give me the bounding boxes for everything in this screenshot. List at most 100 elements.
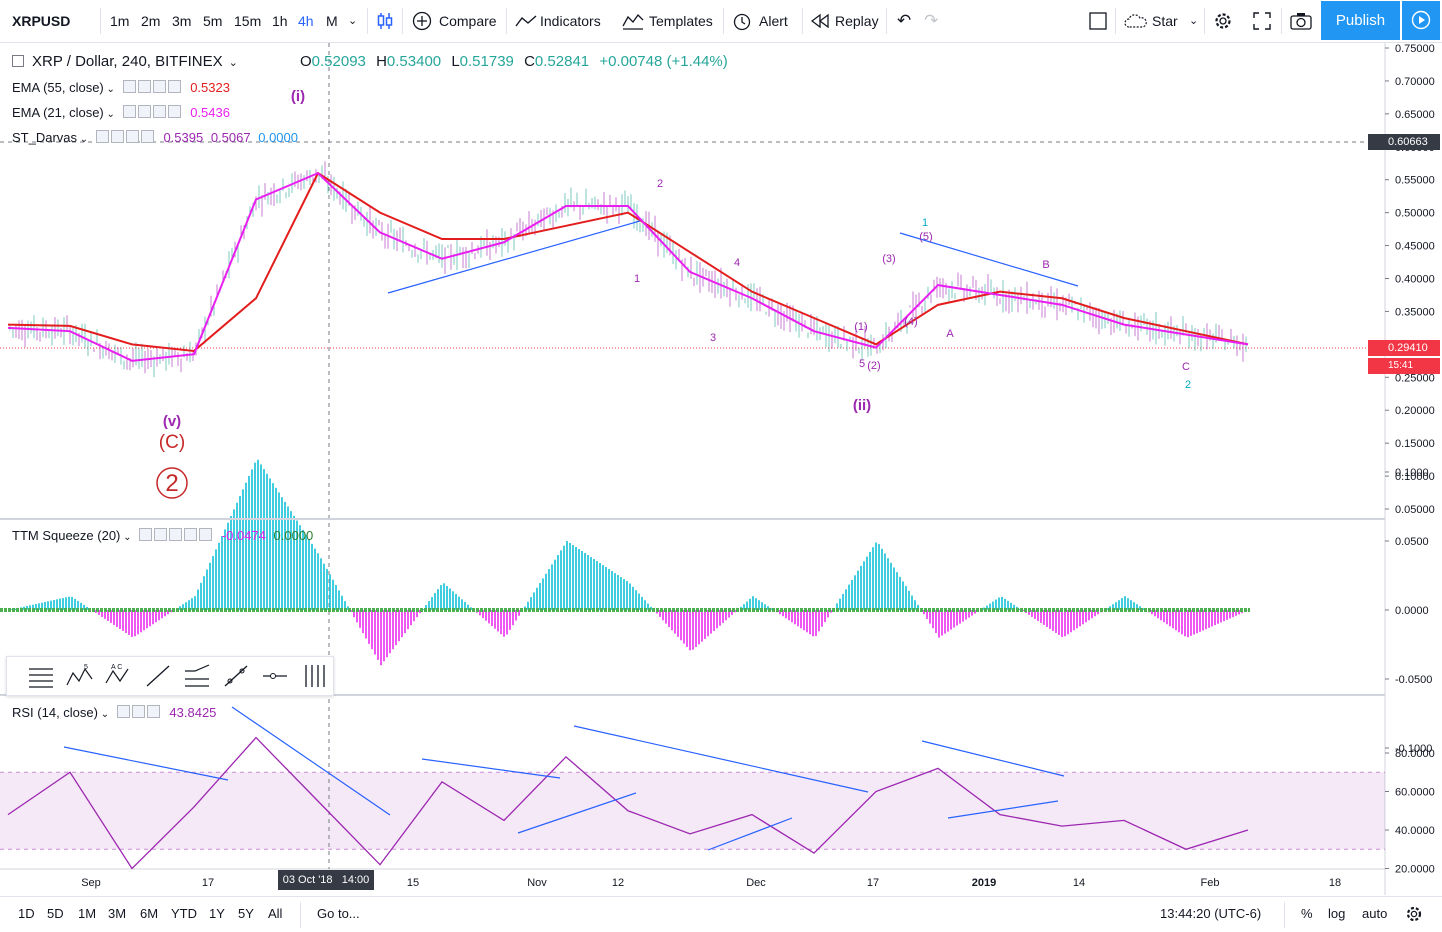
range-ytd[interactable]: YTD: [171, 897, 197, 931]
elliott-correction-icon[interactable]: A C: [103, 661, 135, 691]
study-buttons[interactable]: [123, 105, 183, 120]
interval-1h[interactable]: 1h: [272, 0, 288, 42]
symbol-search[interactable]: XRPUSD: [12, 0, 70, 42]
replay-icon[interactable]: [811, 14, 829, 28]
ttm-bar: [203, 576, 205, 610]
pane-separator[interactable]: [0, 518, 1385, 520]
candles-icon[interactable]: [376, 11, 394, 31]
replay-button[interactable]: Replay: [835, 0, 879, 42]
ttm-bar: [134, 610, 136, 636]
ttm-bar: [128, 610, 130, 635]
alert-button[interactable]: Alert: [759, 0, 788, 42]
study-legend-darvas[interactable]: ST_Darvas ⌄ 0.5395 0.5067 0.0000: [12, 130, 298, 145]
ttm-bar: [308, 539, 310, 610]
more-tools-icon[interactable]: [298, 661, 330, 691]
range-all[interactable]: All: [268, 897, 282, 931]
log-scale-toggle[interactable]: log: [1328, 897, 1345, 931]
percent-scale-toggle[interactable]: %: [1301, 897, 1313, 931]
redo-icon[interactable]: ↷: [924, 0, 938, 42]
ttm-bar: [578, 549, 580, 610]
indicators-icon[interactable]: [515, 14, 537, 28]
study-buttons[interactable]: [139, 528, 214, 543]
study-legend-ttm[interactable]: TTM Squeeze (20) ⌄ -0.0474 0.0000: [12, 528, 313, 543]
price-tick-label: 0.45000: [1395, 241, 1435, 253]
ttm-bar: [512, 610, 514, 625]
wave-label: (v): [163, 413, 181, 430]
ttm-bar: [620, 577, 622, 610]
chart-canvas[interactable]: 0.750000.700000.650000.600000.550000.500…: [0, 43, 1442, 895]
drawing-toolbar: 5 A C: [6, 656, 334, 696]
interval-more[interactable]: M: [326, 0, 338, 42]
time-axis-label: 15: [407, 877, 419, 889]
ttm-bar: [542, 578, 544, 610]
ttm-tick-label: 0.0500: [1395, 536, 1429, 548]
publish-video-button[interactable]: [1402, 1, 1440, 40]
alert-clock-icon[interactable]: [732, 11, 752, 31]
study-legend-ema55[interactable]: EMA (55, close) ⌄ 0.5323: [12, 80, 230, 95]
range-3m[interactable]: 3M: [108, 897, 126, 931]
elliott-impulse-icon[interactable]: 5: [64, 661, 96, 691]
auto-scale-toggle[interactable]: auto: [1362, 897, 1387, 931]
gear-icon[interactable]: [1405, 905, 1423, 923]
range-1m[interactable]: 1M: [78, 897, 96, 931]
fib-tool-icon[interactable]: [25, 661, 57, 691]
price-tick-label: 0.35000: [1395, 306, 1435, 318]
star-button[interactable]: Star: [1152, 0, 1178, 42]
ttm-bar: [386, 610, 388, 657]
ttm-bar: [677, 610, 679, 637]
interval-5m[interactable]: 5m: [203, 0, 222, 42]
interval-1m[interactable]: 1m: [110, 0, 129, 42]
chevron-down-icon[interactable]: ⌄: [229, 57, 238, 69]
chart-area[interactable]: 0.750000.700000.650000.600000.550000.500…: [0, 43, 1442, 895]
gear-icon[interactable]: [1213, 11, 1233, 31]
ttm-bar: [455, 594, 457, 610]
study-legend-rsi[interactable]: RSI (14, close) ⌄ 43.8425: [12, 705, 216, 720]
fullscreen-icon[interactable]: [1253, 12, 1271, 30]
study-legend-ema21[interactable]: EMA (21, close) ⌄ 0.5436: [12, 105, 230, 120]
templates-icon[interactable]: [622, 12, 644, 30]
undo-icon[interactable]: ↶: [897, 0, 911, 42]
templates-button[interactable]: Templates: [649, 0, 713, 42]
interval-15m[interactable]: 15m: [234, 0, 261, 42]
rsi-tick-label: 80.0000: [1395, 748, 1435, 760]
ttm-bar: [806, 610, 808, 632]
compare-button[interactable]: Compare: [439, 0, 497, 42]
collapse-icon[interactable]: [12, 55, 24, 67]
goto-button[interactable]: Go to...: [317, 897, 360, 931]
interval-4h[interactable]: 4h: [298, 0, 314, 42]
wave-label: C: [1182, 361, 1190, 373]
cloud-icon[interactable]: [1124, 14, 1148, 28]
brush-icon[interactable]: [220, 661, 252, 691]
time-axis-label: 14: [1073, 877, 1085, 889]
publish-button[interactable]: Publish: [1321, 1, 1400, 40]
ttm-bar: [434, 593, 436, 610]
range-5y[interactable]: 5Y: [238, 897, 254, 931]
pitchfork-icon[interactable]: [181, 661, 213, 691]
trend-line-icon[interactable]: [142, 661, 174, 691]
ttm-bar: [1067, 610, 1069, 634]
range-6m[interactable]: 6M: [140, 897, 158, 931]
indicators-button[interactable]: Indicators: [540, 0, 601, 42]
study-buttons[interactable]: [117, 705, 162, 720]
chevron-down-icon[interactable]: ⌄: [348, 0, 357, 42]
range-5d[interactable]: 5D: [47, 897, 64, 931]
plus-circle-icon[interactable]: [412, 11, 432, 31]
study-buttons[interactable]: [96, 130, 156, 145]
toolbar-divider: [300, 902, 301, 928]
toolbar-divider: [506, 8, 507, 34]
clock-timezone[interactable]: 13:44:20 (UTC-6): [1160, 897, 1261, 931]
interval-2m[interactable]: 2m: [141, 0, 160, 42]
range-1y[interactable]: 1Y: [209, 897, 225, 931]
layout-square-icon[interactable]: [1089, 12, 1107, 30]
ttm-bar: [851, 580, 853, 610]
study-buttons[interactable]: [123, 80, 183, 95]
camera-icon[interactable]: [1290, 12, 1312, 30]
ttm-bar: [884, 553, 886, 610]
ttm-bar: [140, 610, 142, 632]
horizontal-ray-icon[interactable]: [259, 661, 291, 691]
ttm-bar: [563, 546, 565, 610]
interval-3m[interactable]: 3m: [172, 0, 191, 42]
range-1d[interactable]: 1D: [18, 897, 35, 931]
chevron-down-icon[interactable]: ⌄: [1189, 0, 1198, 42]
wave-label: 1: [634, 273, 640, 285]
